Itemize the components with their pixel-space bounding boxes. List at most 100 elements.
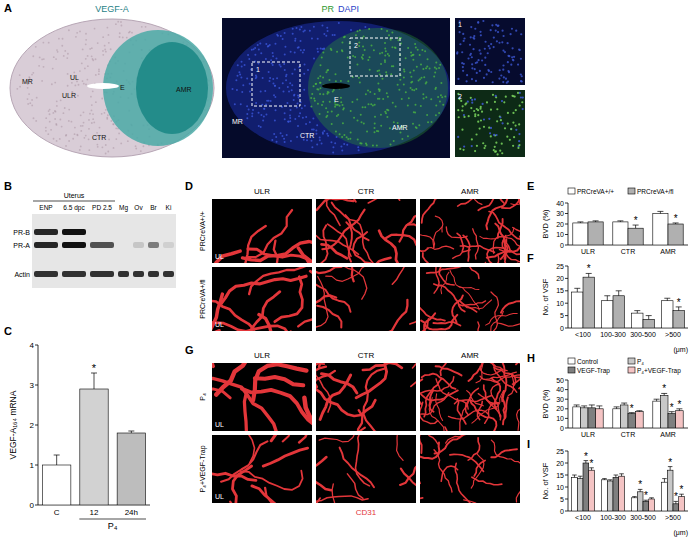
nucleus <box>262 119 264 121</box>
vessel <box>298 319 312 331</box>
nucleus <box>296 107 298 109</box>
nucleus <box>299 40 301 42</box>
nucleus <box>307 69 309 71</box>
y-tick-label: 2 <box>30 421 35 430</box>
vessel <box>255 377 303 385</box>
vessel <box>422 199 441 223</box>
nucleus <box>494 146 496 148</box>
band <box>133 242 144 248</box>
texture <box>27 87 29 89</box>
texture <box>55 111 57 113</box>
x-tick-label: 300-500 <box>630 514 656 521</box>
nucleus <box>492 81 494 83</box>
pr-region <box>308 28 448 148</box>
nucleus <box>258 49 260 51</box>
texture <box>80 145 82 147</box>
x-tick-label: <100 <box>575 514 591 521</box>
nucleus <box>499 150 501 152</box>
error-bar <box>602 479 607 480</box>
nucleus <box>495 29 497 31</box>
nucleus <box>502 69 504 71</box>
nucleus <box>496 108 498 110</box>
nucleus <box>474 150 476 152</box>
nucleus <box>246 113 248 115</box>
nucleus <box>491 24 493 26</box>
bar <box>643 319 654 328</box>
nucleus <box>461 109 463 111</box>
texture <box>58 38 60 40</box>
vessel <box>517 408 520 430</box>
nucleus <box>272 64 274 66</box>
vessel <box>441 466 458 481</box>
texture <box>88 138 90 140</box>
vessel <box>252 486 297 503</box>
vessel <box>491 440 520 464</box>
vessel <box>436 366 462 375</box>
nucleus <box>521 80 523 82</box>
texture <box>76 134 78 136</box>
significance: * <box>674 213 678 224</box>
texture <box>47 133 49 135</box>
texture <box>49 121 51 123</box>
nucleus <box>481 59 483 61</box>
nucleus <box>315 129 317 131</box>
texture <box>74 133 76 135</box>
panel-letter: G <box>185 344 194 356</box>
texture <box>45 130 47 132</box>
nucleus <box>497 153 499 155</box>
bar <box>628 228 643 245</box>
nucleus <box>471 99 473 101</box>
nucleus <box>479 31 481 33</box>
texture <box>32 55 34 57</box>
texture <box>101 113 103 115</box>
nucleus <box>500 119 502 121</box>
y-tick <box>35 505 38 506</box>
nucleus <box>519 105 521 107</box>
error-cap <box>617 220 623 221</box>
nucleus <box>482 20 484 22</box>
texture <box>79 70 81 72</box>
y-tick-label: 5 <box>560 496 564 503</box>
nucleus <box>489 47 491 49</box>
y-axis-title: BVD (%) <box>541 389 550 419</box>
y-tick-label: 25 <box>556 263 564 270</box>
nucleus <box>284 32 286 34</box>
texture <box>104 112 106 114</box>
bar <box>643 501 649 511</box>
nucleus <box>484 48 486 50</box>
vessel <box>434 284 465 312</box>
vessel <box>212 322 295 331</box>
significance: * <box>92 362 97 374</box>
texture <box>92 113 94 115</box>
bar <box>649 499 655 511</box>
texture <box>68 140 70 142</box>
texture <box>29 102 31 104</box>
panel-letter: A <box>4 2 12 14</box>
vessel <box>463 267 479 278</box>
nucleus <box>463 145 465 147</box>
band <box>148 271 159 277</box>
error-bar <box>664 298 670 300</box>
nucleus <box>502 122 504 124</box>
y-tick <box>565 245 568 246</box>
error-bar <box>577 222 583 223</box>
error-line <box>574 475 575 477</box>
error-cap <box>574 288 580 289</box>
nucleus <box>483 118 485 120</box>
nucleus <box>246 117 248 119</box>
texture <box>41 80 43 82</box>
nucleus <box>350 29 352 31</box>
texture <box>95 74 97 76</box>
nucleus <box>242 84 244 86</box>
nucleus <box>253 48 255 50</box>
texture <box>127 140 129 142</box>
error-cap <box>578 476 583 477</box>
nucleus <box>484 57 486 59</box>
nucleus <box>302 117 304 119</box>
vessel <box>453 250 471 258</box>
texture <box>94 28 96 30</box>
nucleus <box>462 105 464 107</box>
inset-image <box>455 18 525 85</box>
texture <box>82 125 84 127</box>
error-bar <box>91 373 97 389</box>
